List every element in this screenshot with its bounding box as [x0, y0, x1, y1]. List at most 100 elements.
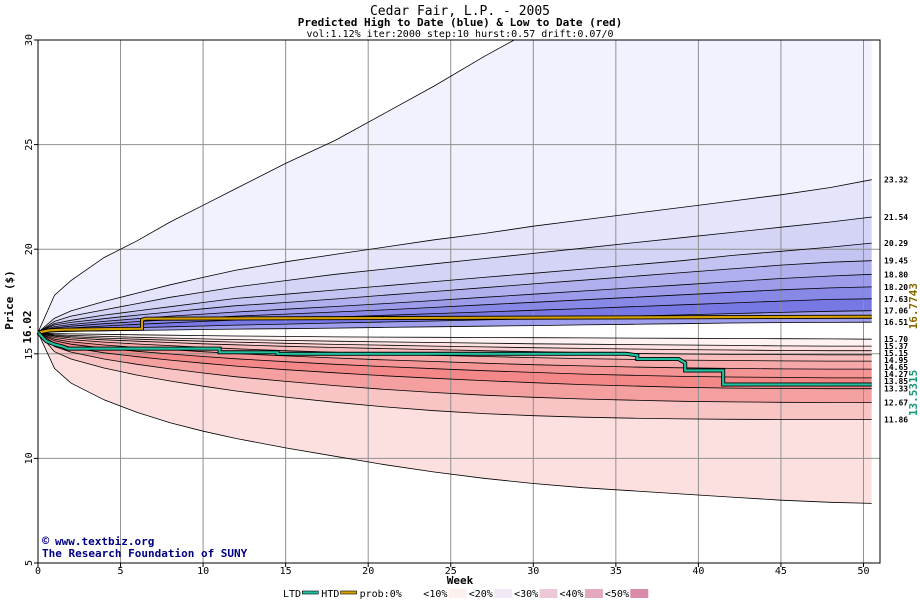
end-value-label: 12.67: [884, 399, 908, 408]
watermark-org: The Research Foundation of SUNY: [42, 547, 248, 560]
watermark-url: www.textbiz.org: [55, 535, 154, 548]
ltd-final-value: 13.5315: [907, 370, 920, 416]
x-tick-label: 10: [197, 566, 209, 577]
upper-curve-0: [38, 40, 516, 333]
htd-line: [37, 315, 872, 334]
end-value-label: 23.32: [884, 176, 908, 185]
upper-band-5: [38, 274, 872, 333]
end-value-label: 18.20: [884, 283, 908, 292]
legend-swatch: [539, 589, 558, 598]
lower-curve-5: [38, 332, 872, 370]
lower-curve-0: [38, 332, 872, 340]
center-band: [38, 322, 872, 340]
probability-bands: [38, 40, 872, 504]
lower-curve-2: [38, 332, 872, 352]
x-axis-label: Week: [447, 574, 474, 587]
end-value-label: 21.54: [884, 213, 908, 222]
upper-curve-2: [38, 216, 872, 333]
x-tick-label: 45: [775, 566, 787, 577]
htd-final-value: 16.7743: [907, 283, 920, 329]
upper-band-2: [38, 217, 872, 333]
end-value-label: 15.70: [884, 335, 908, 344]
legend-label: HTD: [321, 589, 339, 600]
end-value-label: 13.85: [884, 377, 908, 386]
end-value-label: 17.06: [884, 307, 908, 316]
x-tick-label: 35: [610, 566, 622, 577]
legend-swatch: [448, 589, 467, 598]
y-tick-label: 30: [24, 34, 35, 46]
upper-band-4: [38, 260, 872, 333]
end-value-labels: 23.32 21.54 20.29 19.45 18.80 18.20 17.63 17.06…: [884, 176, 920, 425]
legend-swatch: [494, 589, 513, 598]
chart-subtitle: Predicted High to Date (blue) & Low to D…: [298, 16, 623, 29]
legend-label: LTD: [283, 589, 301, 600]
watermark-copyright-icon: ©: [42, 534, 50, 548]
legend-swatch: [403, 589, 422, 598]
lower-band-5: [38, 332, 872, 378]
x-tick-label: 50: [857, 566, 869, 577]
end-value-label: 14.65: [884, 363, 908, 372]
x-tick-label: 40: [692, 566, 704, 577]
lower-curve-10: [38, 332, 872, 504]
end-value-label: 16.51: [884, 318, 908, 327]
upper-curve-6: [38, 286, 872, 333]
end-value-label: 13.33: [884, 385, 908, 394]
lower-curve-1: [38, 332, 872, 347]
upper-curve-7: [38, 298, 872, 333]
lower-band-8: [38, 332, 872, 420]
y-axis-label: Price ($): [3, 270, 16, 330]
upper-curve-1: [38, 179, 872, 333]
end-value-label: 14.27: [884, 370, 908, 379]
y-tick-label: 15: [24, 348, 35, 360]
end-value-label: 19.45: [884, 257, 908, 266]
upper-band-7: [38, 298, 872, 333]
x-tick-label: 20: [362, 566, 374, 577]
end-value-label: 20.29: [884, 239, 908, 248]
upper-curve-4: [38, 260, 872, 333]
end-value-label: 15.15: [884, 349, 908, 358]
legend-swatch: [340, 590, 357, 595]
legend-label: prob:0%: [360, 589, 402, 600]
upper-band-1: [38, 179, 872, 333]
lower-band-0: [38, 332, 872, 347]
legend-label: <20%: [469, 589, 493, 600]
legend-swatch: [584, 589, 603, 598]
lower-band-1: [38, 332, 872, 351]
legend-label: <50%: [605, 589, 629, 600]
lower-band-9: [38, 332, 872, 504]
end-value-label: 18.80: [884, 270, 908, 279]
end-value-label: 11.86: [884, 415, 908, 424]
x-tick-label: 0: [35, 566, 41, 577]
watermark: © www.textbiz.org The Research Foundatio…: [42, 534, 248, 560]
end-value-label: 14.95: [884, 356, 908, 365]
upper-curve-3: [38, 242, 872, 333]
upper-band-3: [38, 243, 872, 333]
end-value-label: 15.37: [884, 342, 908, 351]
legend: LTD HTD prob:0% <10% <20% <30% <40% <50%: [283, 589, 649, 600]
upper-band-6: [38, 286, 872, 333]
y-tick-label: 10: [24, 452, 35, 464]
htd-ltd-paths: [36, 314, 872, 387]
lower-curve-9: [38, 332, 872, 420]
legend-label: <10%: [423, 589, 447, 600]
lower-band-7: [38, 332, 872, 403]
plot-frame: [37, 39, 881, 564]
x-tick-label: 25: [445, 566, 457, 577]
legend-swatch: [301, 590, 319, 595]
end-value-label: 17.63: [884, 295, 908, 304]
y-tick-label: 25: [24, 139, 35, 151]
upper-band-0: [38, 40, 872, 333]
lower-curve-8: [38, 332, 872, 403]
lower-curve-7: [38, 332, 872, 390]
legend-label: <30%: [514, 589, 538, 600]
lower-curve-3: [38, 332, 872, 356]
y-tick-label: 20: [24, 243, 35, 255]
chart-title: Cedar Fair, L.P. - 2005: [370, 4, 550, 19]
y-tick-label: 5: [24, 560, 35, 566]
legend-swatch: [630, 589, 649, 598]
x-tick-label: 5: [118, 566, 124, 577]
start-price-label: 16.02: [21, 310, 34, 343]
legend-label: <40%: [560, 589, 584, 600]
